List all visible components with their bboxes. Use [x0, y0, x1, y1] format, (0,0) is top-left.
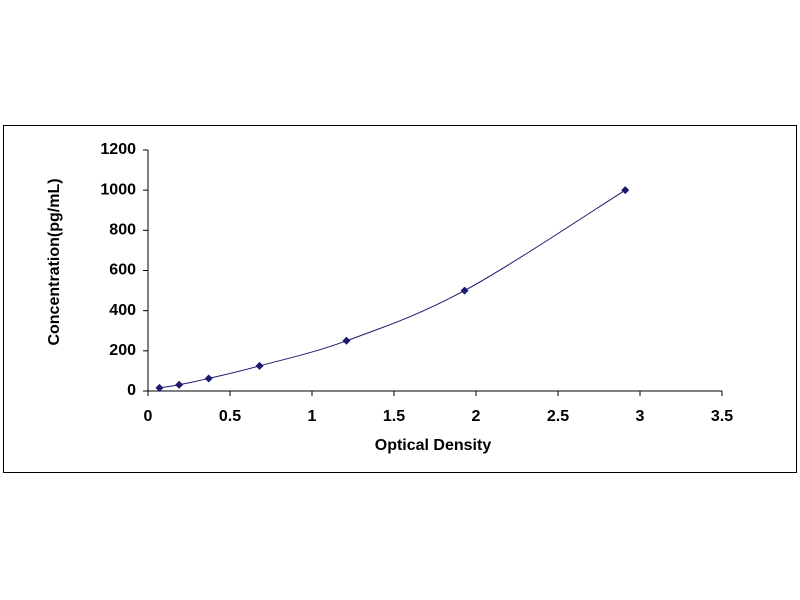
data-point: [255, 361, 264, 370]
x-tick-label: 3.5: [711, 408, 733, 425]
data-point: [621, 186, 630, 195]
data-point: [155, 383, 164, 392]
y-tick-label: 1200: [100, 141, 136, 158]
chart-frame: [3, 125, 797, 473]
data-point: [204, 374, 213, 383]
data-point: [460, 286, 469, 295]
data-point: [342, 336, 351, 345]
x-axis-title: Optical Density: [375, 437, 492, 454]
y-tick-label: 200: [109, 342, 136, 359]
y-tick-label: 400: [109, 302, 136, 319]
x-tick-label: 3: [636, 408, 645, 425]
y-tick-label: 800: [109, 222, 136, 239]
y-axis-title: Concentration(pg/mL): [46, 178, 63, 345]
y-tick-label: 1000: [100, 181, 136, 198]
x-tick-label: 1: [308, 408, 317, 425]
x-tick-label: 2: [472, 408, 481, 425]
x-tick-label: 2.5: [547, 408, 569, 425]
y-tick-label: 0: [127, 382, 136, 399]
y-tick-label: 600: [109, 262, 136, 279]
x-tick-label: 1.5: [383, 408, 405, 425]
x-tick-label: 0: [144, 408, 153, 425]
data-point: [175, 380, 184, 389]
x-tick-label: 0.5: [219, 408, 241, 425]
